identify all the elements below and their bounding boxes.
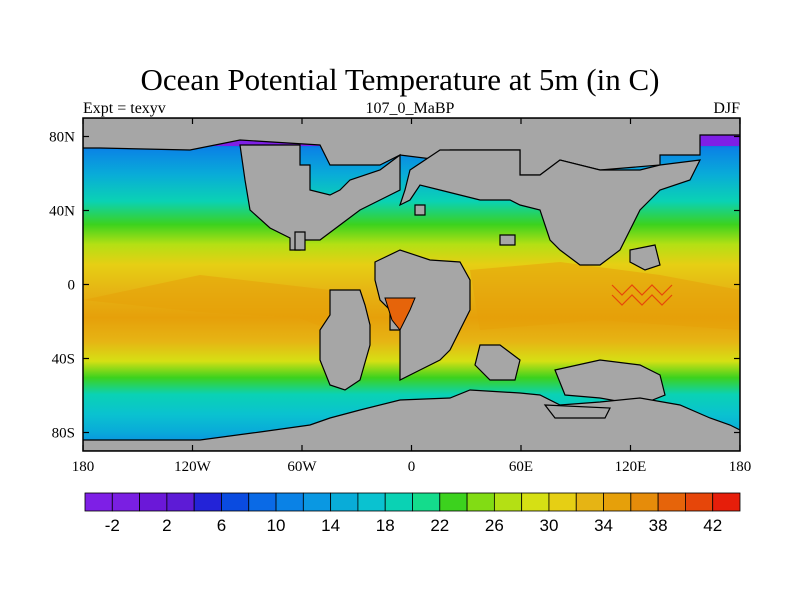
season-label: DJF xyxy=(713,100,740,117)
land-island-se-asia xyxy=(629,244,661,271)
hot-hatch-zone xyxy=(611,284,673,306)
colorbar-label: 18 xyxy=(376,516,395,535)
colorbar-label: 34 xyxy=(594,516,613,535)
land-masses xyxy=(83,118,740,451)
colorbar-swatch xyxy=(439,492,468,512)
y-axis: 80N 40N 0 40S 80S xyxy=(49,130,740,442)
y-tick-label: 0 xyxy=(68,278,76,294)
age-label: 107_0_MaBP xyxy=(365,100,455,117)
x-tick-label: 180 xyxy=(72,459,95,475)
y-tick-label: 40S xyxy=(52,352,75,368)
colorbar-swatch xyxy=(111,492,140,512)
colorbar-swatch xyxy=(412,492,441,512)
colorbar-label: 26 xyxy=(485,516,504,535)
map-plot-area xyxy=(83,118,740,451)
colorbar-label: 30 xyxy=(539,516,558,535)
colorbar-label: 2 xyxy=(162,516,171,535)
colorbar-swatch xyxy=(575,492,604,512)
land-antarctica xyxy=(83,389,740,451)
colorbar-swatch xyxy=(712,492,741,512)
warm-tongue-west xyxy=(83,275,330,330)
map-title: Ocean Potential Temperature at 5m (in C) xyxy=(140,62,660,97)
colorbar-swatch xyxy=(166,492,195,512)
experiment-label: Expt = texyv xyxy=(83,100,166,117)
colorbar-swatch xyxy=(139,492,168,512)
warm-tongue-east xyxy=(470,262,740,330)
colorbar-swatch xyxy=(330,492,359,512)
colorbar-swatch xyxy=(603,492,632,512)
y-tick-label: 40N xyxy=(49,204,75,220)
colorbar-swatch xyxy=(466,492,495,512)
x-tick-label: 60E xyxy=(509,459,533,475)
colorbar-label: 6 xyxy=(217,516,226,535)
y-tick-label: 80N xyxy=(49,130,75,146)
colorbar-swatch xyxy=(548,492,577,512)
land-north-america xyxy=(239,144,401,251)
colorbar-swatch xyxy=(84,492,113,512)
land-island-north-3 xyxy=(499,234,516,246)
colorbar-swatch xyxy=(685,492,714,512)
colorbar-swatch xyxy=(521,492,550,512)
land-eurasia xyxy=(398,149,702,266)
land-island-north-1 xyxy=(294,231,306,251)
hotspot-equatorial xyxy=(384,297,416,331)
colorbar-swatch xyxy=(221,492,250,512)
land-australia xyxy=(554,359,666,406)
colorbar-swatch xyxy=(275,492,304,512)
colorbar-label: 10 xyxy=(267,516,286,535)
land-south-america xyxy=(319,289,371,391)
colorbar: -2 2 6 10 14 18 22 26 30 34 38 42 xyxy=(84,492,741,535)
x-tick-label: 0 xyxy=(408,459,416,475)
colorbar-label: 42 xyxy=(703,516,722,535)
x-axis: 180 120W 60W 0 60E 120E 180 xyxy=(72,118,752,475)
colorbar-swatch xyxy=(302,492,332,512)
colorbar-label: 22 xyxy=(430,516,449,535)
land-island-north-2 xyxy=(414,204,426,216)
colorbar-swatch xyxy=(193,492,222,512)
x-tick-label: 120E xyxy=(615,459,647,475)
colorbar-swatch xyxy=(248,492,277,512)
colorbar-label: -2 xyxy=(105,516,120,535)
colorbar-label: 14 xyxy=(321,516,340,535)
land-antarctic-island xyxy=(543,404,611,419)
colorbar-swatch xyxy=(384,492,413,512)
colorbar-label: 38 xyxy=(649,516,668,535)
colorbar-swatch xyxy=(493,492,523,512)
x-tick-label: 60W xyxy=(287,459,317,475)
x-tick-label: 120W xyxy=(174,459,212,475)
colorbar-swatch xyxy=(630,492,659,512)
colorbar-swatch xyxy=(357,492,386,512)
land-india xyxy=(474,344,521,381)
y-tick-label: 80S xyxy=(52,426,75,442)
land-africa xyxy=(374,249,471,381)
colorbar-swatch xyxy=(657,492,686,512)
x-tick-label: 180 xyxy=(729,459,752,475)
